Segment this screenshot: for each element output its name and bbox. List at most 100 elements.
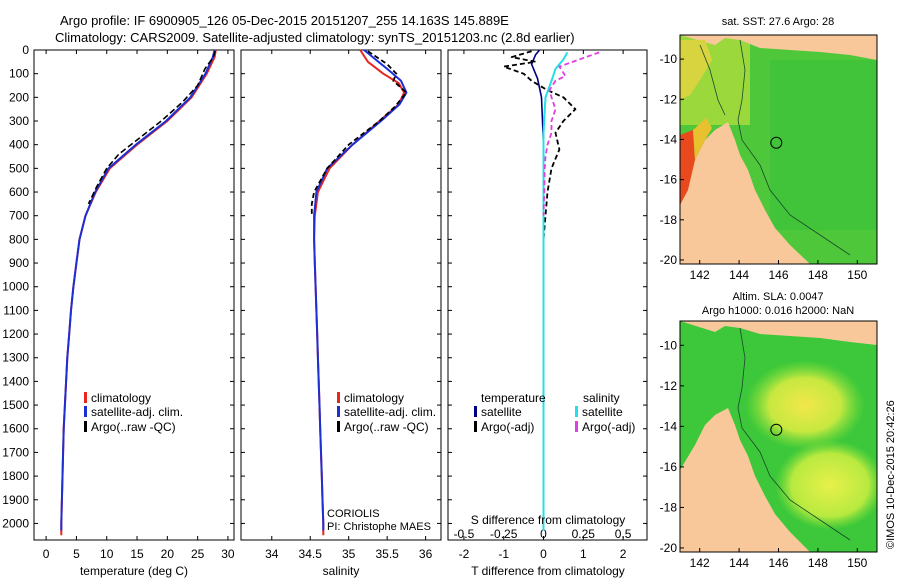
legend-label-temp-argo: Argo(-adj) [481, 420, 534, 434]
x-tick-label: 34.5 [299, 547, 323, 561]
legend-swatch-climatology [337, 392, 340, 403]
depth-tick-label: 1500 [2, 398, 29, 412]
legend-swatch-satellite [84, 406, 87, 417]
x-tick-label: 35 [342, 547, 356, 561]
legend-label-satellite: satellite-adj. clim. [91, 405, 183, 419]
depth-tick-label: 300 [9, 114, 29, 128]
map-x-tick-label: 150 [847, 268, 867, 282]
s-diff-tick-label: 0 [540, 527, 547, 541]
sst-map [680, 35, 877, 264]
depth-tick-label: 1800 [2, 469, 29, 483]
map-y-tick-label: -18 [660, 213, 678, 227]
series-line [313, 49, 408, 531]
depth-tick-label: 1400 [2, 374, 29, 388]
s-difference-xlabel: S difference from climatology [471, 513, 626, 527]
legend-header-temperature: temperature [481, 391, 546, 405]
map-y-tick-label: -18 [660, 500, 678, 514]
difference-panel [447, 49, 648, 541]
legend-swatch-sal-argo [575, 421, 578, 432]
x-tick-label: 1 [580, 547, 587, 561]
map-x-tick-label: 146 [768, 268, 788, 282]
series-line [530, 49, 545, 531]
legend-label-satellite: satellite-adj. clim. [344, 405, 436, 419]
map-x-tick-label: 150 [847, 556, 867, 570]
sst-hot-strip [680, 130, 695, 205]
map-y-tick-label: -14 [660, 419, 678, 433]
sla-land-west [680, 408, 810, 552]
depth-tick-label: 1700 [2, 445, 29, 459]
legend-swatch-temp-argo [474, 421, 477, 432]
sla-map [680, 321, 877, 552]
x-tick-label: 0 [540, 547, 547, 561]
depth-tick-label: 700 [9, 209, 29, 223]
depth-tick-label: 100 [9, 67, 29, 81]
x-tick-label: 20 [161, 547, 175, 561]
depth-tick-label: 200 [9, 90, 29, 104]
legend-label-argo: Argo(..raw -QC) [91, 420, 176, 434]
sla-map-title: Altim. SLA: 0.0047 [732, 291, 823, 303]
map-y-tick-label: -12 [660, 379, 678, 393]
series-line [60, 49, 217, 536]
salinity-profile: 34 34.5 35 35.5 36 [265, 49, 433, 561]
depth-tick-label: 900 [9, 256, 29, 270]
map-y-tick-label: -20 [660, 541, 678, 555]
difference-legend: temperature salinity satellite Argo(-adj… [474, 391, 635, 434]
x-tick-label: 35.5 [375, 547, 399, 561]
depth-tick-label: 1000 [2, 280, 29, 294]
depth-tick-label: 400 [9, 138, 29, 152]
legend-swatch-temp-satellite [474, 406, 477, 417]
legend-swatch-argo [337, 421, 340, 432]
x-tick-label: 0 [43, 547, 50, 561]
depth-tick-label: 1300 [2, 351, 29, 365]
x-tick-label: 10 [100, 547, 114, 561]
sla-map-subtitle: Argo h1000: 0.016 h2000: NaN [702, 305, 854, 317]
series-line [542, 51, 569, 531]
pi-label: PI: Christophe MAES [327, 521, 431, 533]
legend-swatch-satellite [337, 406, 340, 417]
sst-yellow-strip [693, 118, 712, 160]
map-y-tick-label: -16 [660, 173, 678, 187]
salinity-xlabel: salinity [323, 564, 360, 578]
map-x-tick-label: 144 [729, 268, 749, 282]
temperature-xlabel: temperature (deg C) [80, 564, 188, 578]
series-line [313, 49, 406, 536]
map-x-tick-label: 144 [729, 556, 749, 570]
x-tick-label: 25 [191, 547, 205, 561]
s-diff-tick-label: 0.25 [572, 527, 596, 541]
sst-reef-line [699, 44, 726, 116]
x-tick-label: 30 [221, 547, 235, 561]
map-y-tick-label: -14 [660, 132, 678, 146]
sla-high-patch-1 [745, 360, 865, 450]
map-y-tick-label: -10 [660, 52, 678, 66]
legend-swatch-climatology [84, 392, 87, 403]
sst-land-top [680, 35, 877, 60]
depth-tick-label: 0 [22, 43, 29, 57]
sst-map-title: sat. SST: 27.6 Argo: 28 [722, 16, 835, 28]
legend-label-sal-satellite: satellite [582, 405, 623, 419]
sst-contour [737, 39, 851, 256]
t-difference-xlabel: T difference from climatology [471, 564, 625, 578]
title-line-1: Argo profile: IF 6900905_126 05-Dec-2015… [60, 13, 509, 28]
watermark: ©IMOS 10-Dec-2015 20:42:26 [885, 400, 897, 549]
sla-land-top [680, 321, 877, 345]
series-line [502, 50, 577, 263]
s-diff-tick-label: -0.25 [490, 527, 518, 541]
legend-header-salinity: salinity [583, 391, 620, 405]
map-y-tick-label: -12 [660, 92, 678, 106]
map-y-tick-label: -16 [660, 460, 678, 474]
series-line [310, 50, 408, 216]
salinity-legend: climatology satellite-adj. clim. Argo(..… [337, 391, 436, 434]
x-tick-label: 36 [419, 547, 433, 561]
depth-tick-label: 1600 [2, 422, 29, 436]
legend-label-temp-satellite: satellite [481, 405, 522, 419]
sst-argo-marker [770, 136, 783, 149]
sst-map-ticks: 142 144 146 148 150 -10 -12 -14 -16 -18 -20 [660, 52, 868, 282]
depth-tick-label: 800 [9, 232, 29, 246]
temperature-panel [33, 49, 235, 541]
depth-tick-label: 2000 [2, 516, 29, 530]
title-line-2: Climatology: CARS2009. Satellite-adjuste… [55, 30, 575, 45]
depth-tick-label: 600 [9, 185, 29, 199]
depth-tick-label: 1200 [2, 327, 29, 341]
s-diff-tick-label: -0.5 [454, 527, 475, 541]
